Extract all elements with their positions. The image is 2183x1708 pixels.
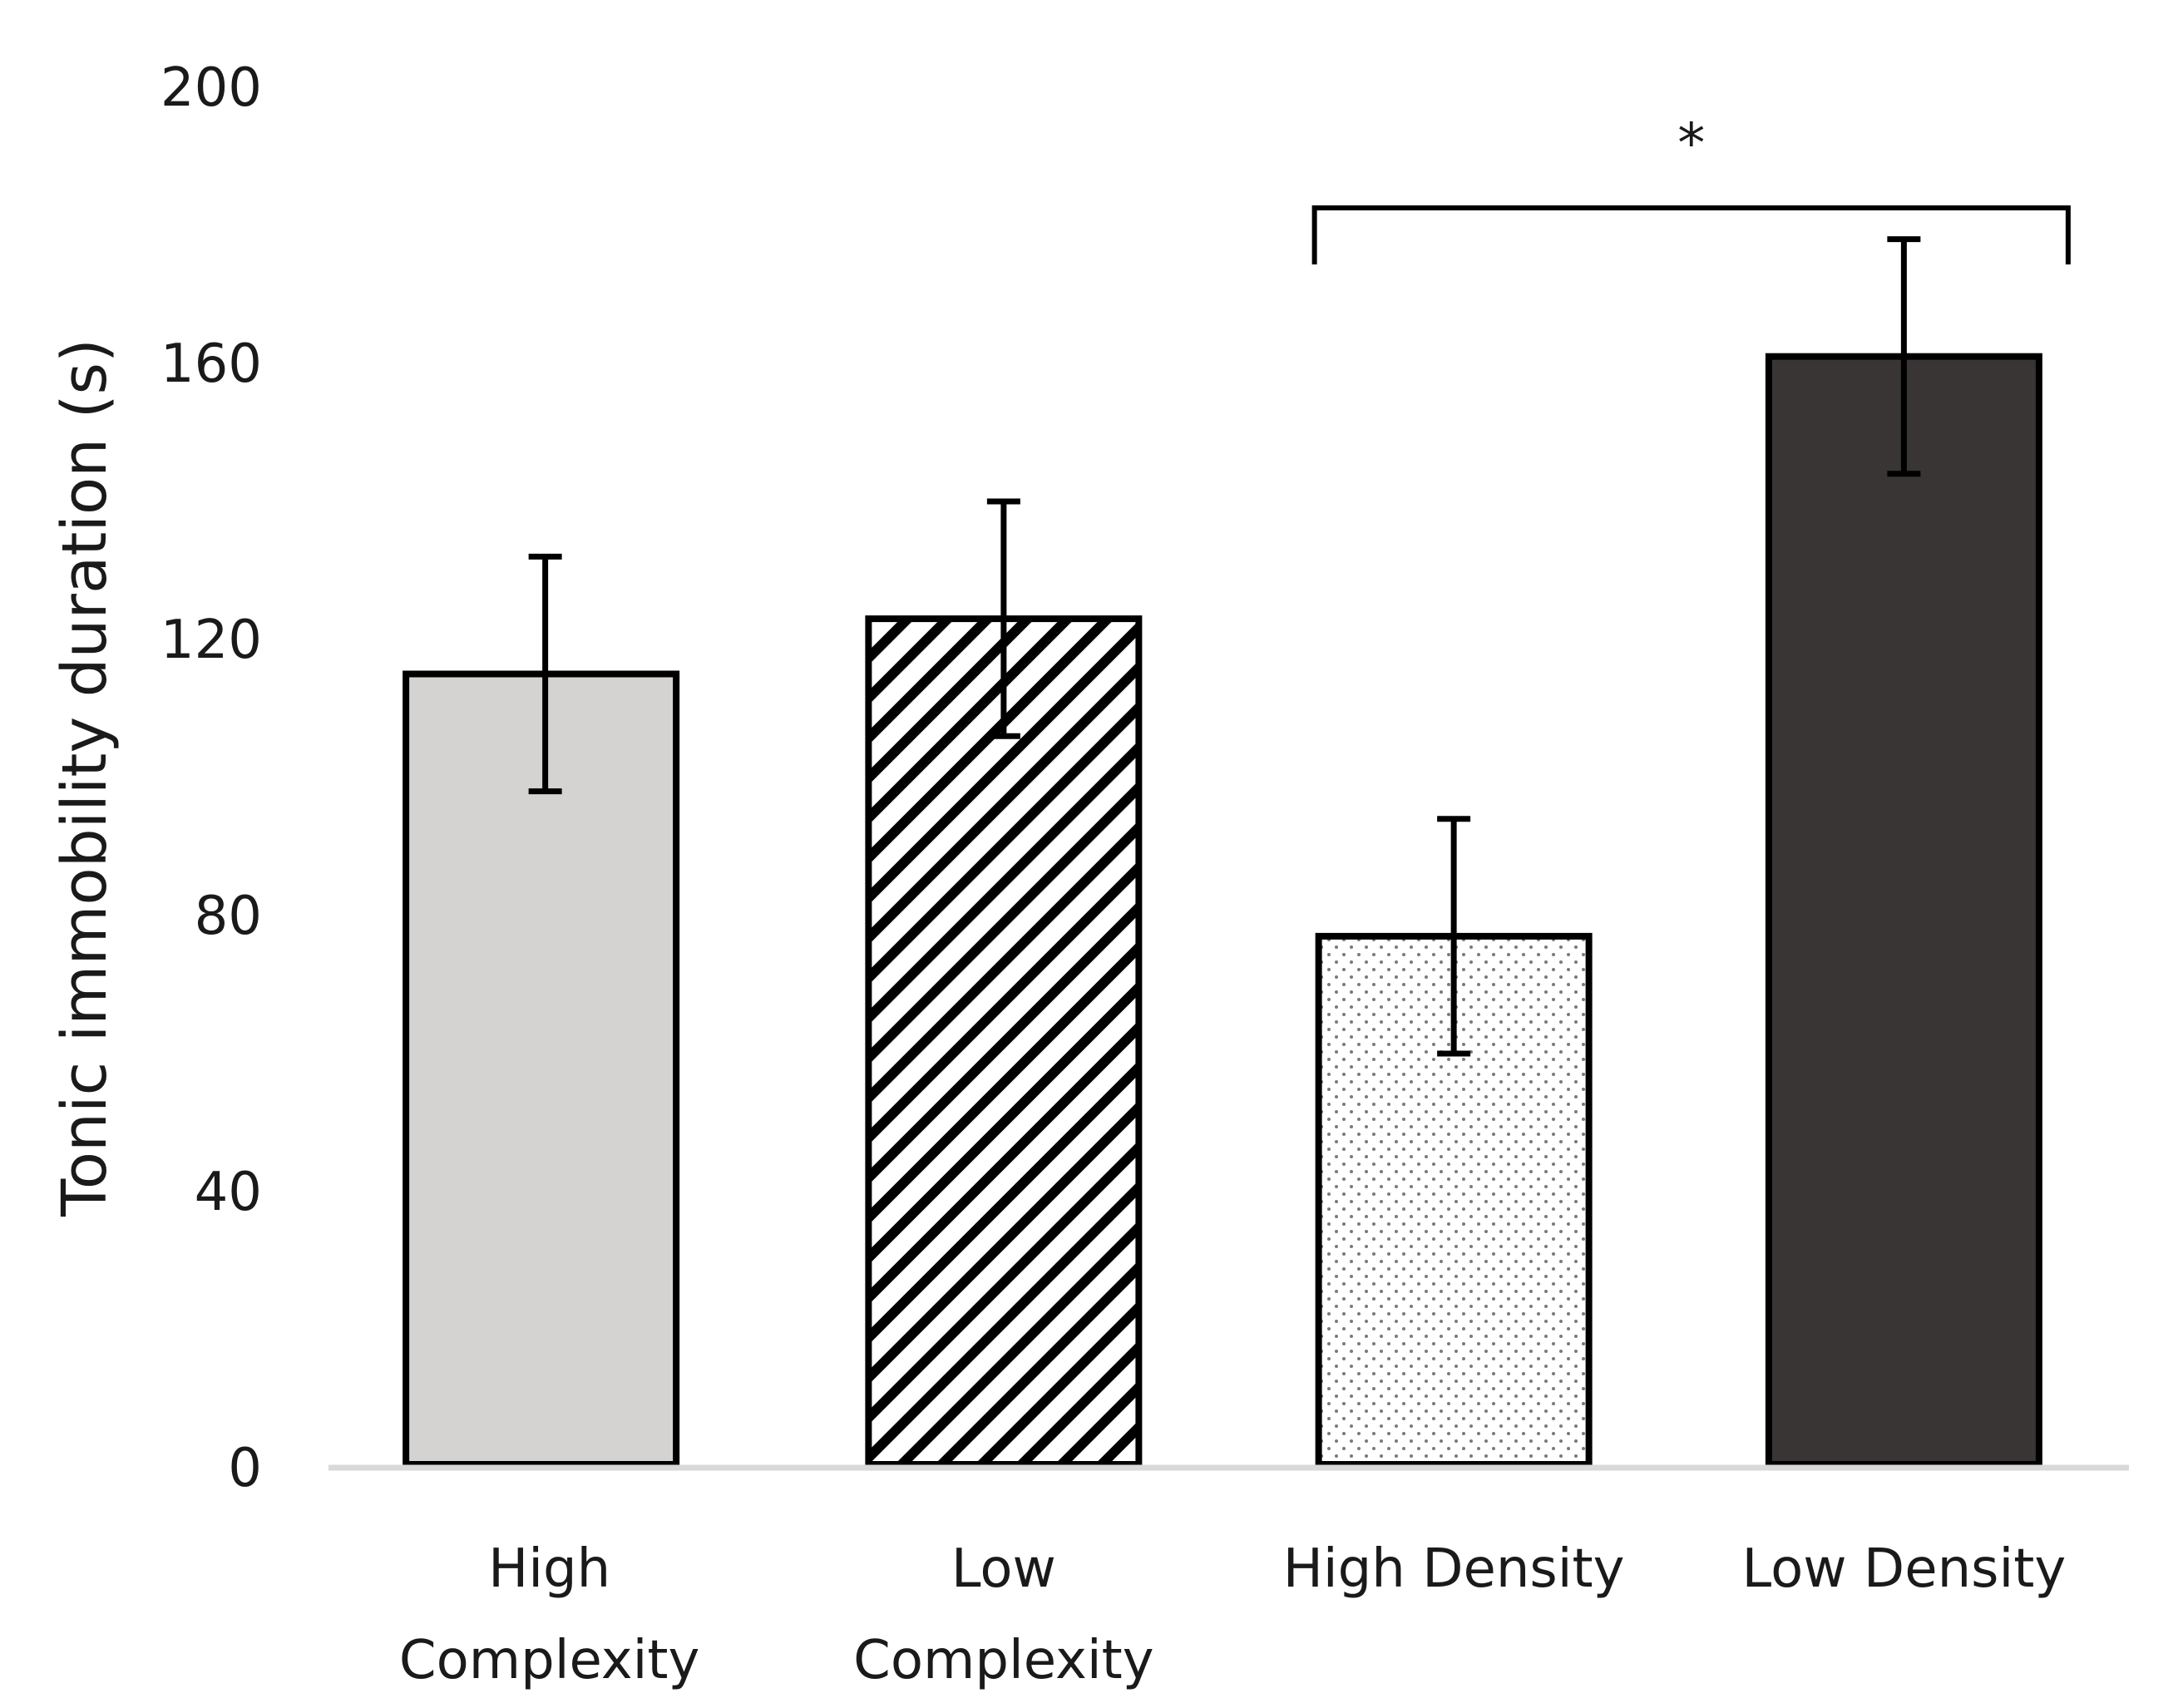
y-axis-title: Tonic immobility duration (s) [49, 338, 121, 1217]
x-category-label-line: Complexity [853, 1630, 1153, 1691]
bar-low-density [1765, 353, 2042, 1469]
y-tick-label-80: 80 [195, 886, 262, 947]
error-bar-2 [1437, 816, 1471, 1057]
x-category-label-line: High Density [1283, 1538, 1625, 1600]
x-category-label-1: Low Complexity [853, 1538, 1153, 1691]
error-bar-3 [1887, 236, 1921, 477]
y-axis-title-group: Tonic immobility duration (s) [49, 338, 121, 1217]
error-bar-1 [986, 498, 1020, 739]
bars [403, 353, 2042, 1469]
x-category-label-line: Low Density [1742, 1538, 2067, 1600]
error-bar-0 [528, 553, 562, 795]
x-category-label-line: Complexity [399, 1630, 699, 1691]
error-bars [528, 236, 1921, 1057]
significance-bracket [1311, 205, 2071, 264]
y-tick-label-200: 200 [161, 57, 262, 119]
x-category-label-line: High [488, 1538, 610, 1600]
y-tick-label-120: 120 [161, 610, 262, 671]
y-axis-ticks: 0 40 80 120 160 200 [161, 57, 262, 1499]
x-category-label-line: Low [951, 1538, 1056, 1600]
x-category-label-0: High Complexity [399, 1538, 699, 1691]
y-tick-label-0: 0 [228, 1438, 262, 1499]
x-category-label-3: Low Density [1742, 1538, 2067, 1600]
x-axis-category-labels: High Complexity Low Complexity High Density L… [399, 1538, 2066, 1691]
x-category-label-2: High Density [1283, 1538, 1625, 1600]
bar-high-complexity [403, 670, 680, 1468]
y-tick-label-40: 40 [195, 1162, 262, 1223]
significance-annotation: * [1311, 111, 2071, 264]
bar-low-complexity [865, 615, 1143, 1468]
y-tick-label-160: 160 [161, 333, 262, 395]
significance-asterisk: * [1677, 111, 1705, 175]
